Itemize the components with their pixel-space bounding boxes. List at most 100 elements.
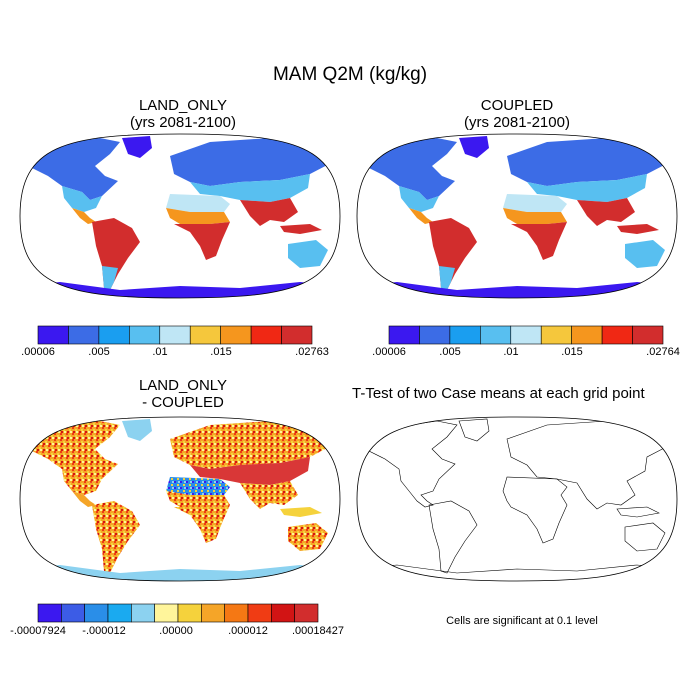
colorbar-swatch <box>68 325 100 345</box>
colorbar-swatch <box>632 325 664 345</box>
colorbar-swatch <box>107 603 132 623</box>
figure-title: MAM Q2M (kg/kg) <box>272 64 428 85</box>
map-border <box>356 416 678 582</box>
colorbar-coupled <box>388 325 664 345</box>
colorbar-swatch <box>61 603 85 623</box>
colorbar-label: .00006 <box>21 346 55 358</box>
land-north-america <box>30 138 120 200</box>
colorbar-swatch <box>281 325 313 345</box>
colorbar-label: .015 <box>210 346 232 358</box>
panel-title-land-only: LAND_ONLY (yrs 2081-2100) <box>18 97 348 131</box>
land-greenland <box>459 136 489 158</box>
panel-title-line2: - COUPLED <box>142 394 224 411</box>
land-eurasia-north <box>170 421 335 469</box>
land-mexico <box>72 208 96 224</box>
colorbar-swatch <box>480 325 512 345</box>
map-border <box>356 133 678 299</box>
colorbar-swatch <box>224 603 249 623</box>
colorbar-label: .02764 <box>646 346 680 358</box>
land-eurasia-mid <box>527 174 647 202</box>
coast-eurasia <box>506 420 673 510</box>
coast-antarctica <box>357 564 677 574</box>
colorbar-label: .02763 <box>295 346 329 358</box>
panel-title-line2: (yrs 2081-2100) <box>464 114 570 131</box>
land-antarctica <box>357 282 677 298</box>
land-north-america-south <box>399 186 439 212</box>
coast-north-america <box>366 420 458 508</box>
colorbar-swatch <box>98 325 130 345</box>
land-indonesia <box>617 224 659 234</box>
land-greenland <box>122 419 152 441</box>
land-greenland <box>122 136 152 158</box>
colorbar-swatch <box>419 325 451 345</box>
coast-south-america <box>428 500 478 574</box>
colorbar-swatch <box>37 603 62 623</box>
land-africa-sahel <box>503 208 567 224</box>
coast-australia <box>624 522 666 552</box>
land-north-america-south <box>62 186 102 212</box>
colorbar-swatch <box>220 325 252 345</box>
land-south-america <box>92 218 140 290</box>
colorbar-swatch <box>84 603 109 623</box>
colorbar-swatch <box>129 325 161 345</box>
colorbar-swatch <box>271 603 295 623</box>
land-south-america-south <box>102 266 118 290</box>
colorbar-label: .005 <box>439 346 461 358</box>
land-africa-sahel <box>166 208 230 224</box>
colorbar-swatch <box>159 325 191 345</box>
land-indonesia <box>280 507 322 517</box>
colorbar-swatch <box>201 603 225 623</box>
land-indonesia <box>280 224 322 234</box>
land-south-america <box>429 218 477 290</box>
land-north-america <box>367 138 457 200</box>
land-south-america-south <box>439 266 455 290</box>
land-australia <box>288 240 328 268</box>
land-antarctica <box>20 565 340 581</box>
significance-note: Cells are significant at 0.1 level <box>446 615 598 627</box>
colorbar-label: .01 <box>152 346 168 358</box>
panel-title-ttest: T-Test of two Case means at each grid po… <box>352 385 645 402</box>
map-difference <box>19 416 341 582</box>
land-mexico <box>72 491 96 507</box>
land-eurasia-north <box>170 138 335 186</box>
colorbar-swatch <box>294 603 319 623</box>
colorbar-label: .000012 <box>228 625 268 637</box>
panel-title-line1: LAND_ONLY <box>138 377 228 394</box>
colorbar-label: .015 <box>561 346 583 358</box>
map-border <box>19 416 341 582</box>
map-coupled <box>356 133 678 299</box>
land-africa-north <box>166 477 230 495</box>
panel-title-coupled: COUPLED (yrs 2081-2100) <box>352 97 682 131</box>
map-land-only <box>19 133 341 299</box>
land-africa-north <box>503 194 567 212</box>
land-mexico <box>409 208 433 224</box>
land-eurasia-mid <box>190 457 310 485</box>
land-africa-central <box>174 222 230 260</box>
panel-title-difference: LAND_ONLY - COUPLED <box>18 377 348 411</box>
colorbar-swatch <box>37 325 69 345</box>
land-north-america-south <box>62 469 102 495</box>
land-north-america <box>30 421 120 483</box>
colorbar-swatch <box>449 325 481 345</box>
land-india-seasia <box>577 198 635 226</box>
land-south-america <box>92 501 140 573</box>
land-australia <box>625 240 665 268</box>
colorbar-swatch <box>510 325 542 345</box>
colorbar-label: .00018427 <box>292 625 344 637</box>
land-australia <box>288 523 328 551</box>
colorbar-swatch <box>247 603 272 623</box>
coast-indonesia <box>616 506 660 518</box>
land-africa-central <box>174 505 230 543</box>
map-border <box>19 133 341 299</box>
colorbar-difference <box>37 603 319 623</box>
colorbar-land-only <box>37 325 313 345</box>
land-india-seasia <box>240 481 298 509</box>
map-ttest <box>356 416 678 582</box>
panel-title-line1: COUPLED <box>480 97 554 114</box>
land-india-seasia <box>240 198 298 226</box>
colorbar-swatch <box>154 603 179 623</box>
colorbar-label: -.000012 <box>82 625 126 637</box>
colorbar-swatch <box>388 325 420 345</box>
colorbar-swatch <box>177 603 202 623</box>
